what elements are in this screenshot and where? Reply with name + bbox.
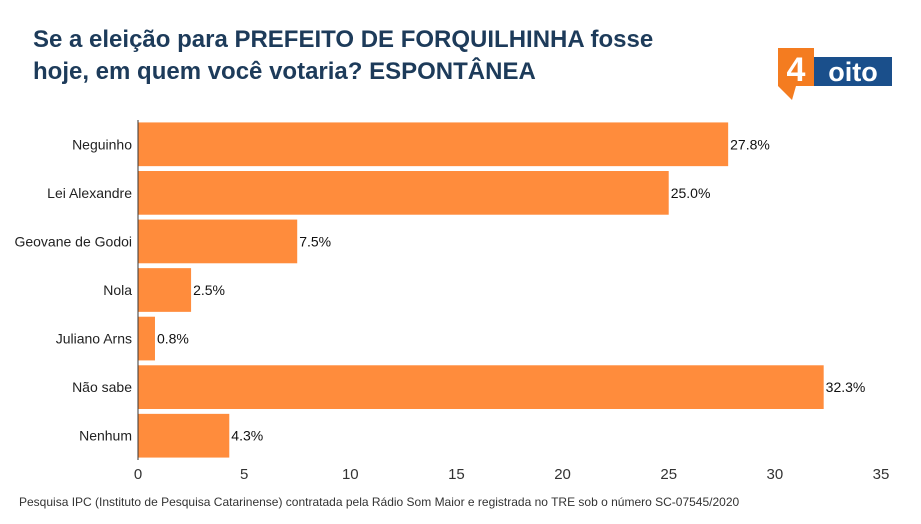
logo-orange-block [778,48,814,86]
bar-5 [138,365,824,409]
category-label: Juliano Arns [56,331,132,347]
x-tick-label: 0 [134,466,142,483]
x-tick-label: 30 [767,466,784,483]
x-tick-label: 20 [554,466,571,483]
bar-2 [138,219,298,264]
value-label: 2.5% [193,282,225,298]
category-label: Nenhum [79,428,132,444]
value-label: 25.0% [671,185,711,201]
category-label: Não sabe [72,379,132,395]
logo-wordmark: oito [828,57,877,87]
chart-title: Se a eleição para PREFEITO DE FORQUILHIN… [33,24,733,88]
bar-chart: Neguinho Lei Alexandre Geovane de Godoi Nol… [14,120,890,483]
value-label: 32.3% [826,379,866,395]
value-label: 4.3% [231,428,263,444]
bar-6 [138,413,230,458]
category-label: Geovane de Godoi [14,233,132,249]
4oito-logo: 4 oito [778,48,892,100]
x-tick-label: 15 [448,466,465,483]
value-label: 0.8% [157,331,189,347]
x-tick-label: 5 [240,466,248,483]
x-tick-label: 35 [873,466,890,483]
bar-1 [138,171,669,215]
source-footnote: Pesquisa IPC (Instituto de Pesquisa Cata… [19,495,740,509]
logo-blue-block [814,57,892,86]
logo-digit: 4 [787,51,806,89]
category-label: Neguinho [72,136,132,152]
logo-tail [778,86,796,100]
value-labels: 27.8% 25.0% 7.5% 2.5% 0.8% 32.3% 4.3% [157,136,865,443]
category-label: Lei Alexandre [47,185,132,201]
title-line-2: hoje, em quem você votaria? ESPONTÂNEA [33,58,536,85]
x-tick-label: 25 [660,466,677,483]
category-labels: Neguinho Lei Alexandre Geovane de Godoi Nol… [14,136,132,443]
bar-3 [138,268,192,312]
x-axis-ticks: 0 5 10 15 20 25 30 35 [134,466,890,483]
category-label: Nola [103,282,132,298]
value-label: 27.8% [730,136,770,152]
bars-group [138,122,824,458]
bar-4 [138,316,155,361]
value-label: 7.5% [299,233,331,249]
x-tick-label: 10 [342,466,359,483]
title-line-1: Se a eleição para PREFEITO DE FORQUILHIN… [33,26,654,53]
bar-0 [138,122,729,167]
